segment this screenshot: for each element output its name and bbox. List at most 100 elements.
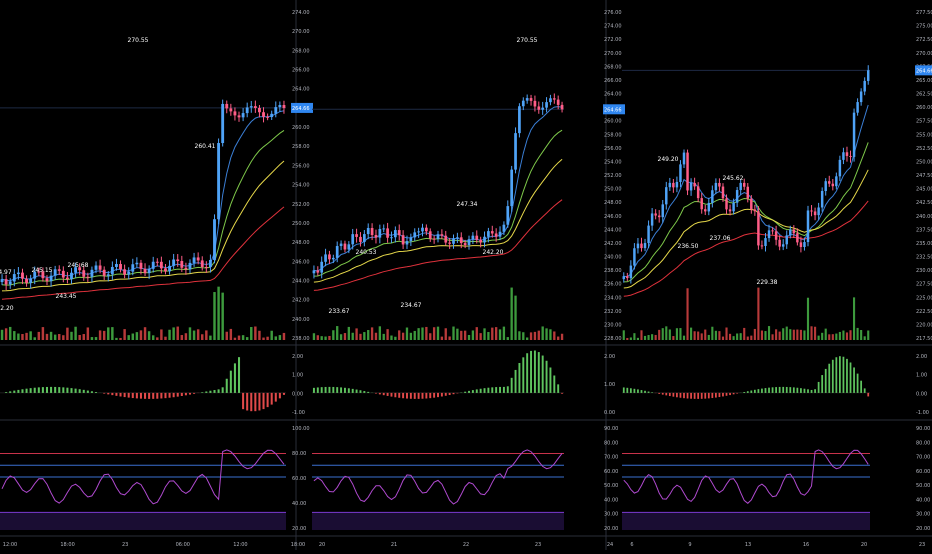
volume-bar [184, 333, 188, 340]
volume-bar [241, 335, 245, 340]
candle-body [237, 115, 241, 118]
volume-bar [370, 327, 374, 340]
candle-body [475, 235, 479, 240]
candle-body [739, 182, 742, 191]
candle-body [714, 182, 718, 191]
candle-body [792, 229, 796, 234]
candle-body [750, 198, 753, 210]
candle-body [106, 274, 110, 276]
volume-bar [714, 330, 717, 340]
price-axis-label: 264.00 [604, 92, 622, 98]
candle-body [159, 261, 163, 269]
rsi-axis-label: 30.00 [916, 512, 930, 518]
price-axis-label: 254.00 [604, 159, 622, 165]
chart-panel-middle[interactable]: 270.55 247.34 240.53 242.20 233.67 234.67 276.… [312, 10, 625, 548]
candle-body [127, 271, 131, 275]
volume-bar [549, 329, 552, 340]
price-axis-label: 240.00 [604, 255, 622, 261]
volume-bar [363, 332, 366, 340]
time-axis-label: 16 [803, 542, 809, 548]
volume-bar [250, 327, 253, 340]
candle-body [518, 106, 521, 134]
candle-body [725, 198, 728, 210]
price-axis-label: 272.50 [916, 37, 932, 43]
candle-body [718, 182, 721, 187]
time-axis-label: 20 [861, 542, 867, 548]
volume-bar [522, 332, 525, 340]
volume-bar [487, 331, 490, 340]
volume-bar [856, 327, 859, 340]
candle-body [774, 231, 778, 240]
volume-bar [86, 327, 90, 340]
chart-panel-left[interactable]: 270.55 260.41 245.15 245.68 243.45 4.97 42.20 2… [0, 10, 313, 548]
volume-bar [328, 335, 331, 340]
volume-bar [176, 326, 179, 340]
candle-body [397, 230, 401, 236]
candle-body [57, 269, 61, 271]
price-axis-label: 246.00 [292, 259, 310, 265]
price-axis-label: 252.00 [292, 202, 310, 208]
volume-bar [343, 333, 347, 340]
rsi-line [623, 449, 869, 504]
candle-body [249, 106, 253, 108]
volume-bar [541, 326, 544, 340]
volume-bar [316, 335, 319, 340]
price-axis-label: 227.50 [916, 282, 932, 288]
volume-bar [98, 330, 102, 340]
price-axis-label: 268.00 [292, 48, 310, 54]
volume-bar [115, 337, 118, 340]
volume-bar [622, 330, 625, 340]
candle-body [711, 190, 714, 203]
volume-bar [704, 329, 707, 340]
candle-body [164, 268, 167, 272]
volume-bar [732, 336, 735, 340]
candle-body [362, 234, 366, 242]
price-annotation: 233.67 [329, 308, 350, 315]
candle-body [842, 152, 845, 160]
volume-bar [188, 327, 192, 340]
candle-body [859, 91, 863, 103]
candle-body [0, 279, 4, 283]
last-price-label: 264.66 [916, 68, 932, 74]
candle-body [335, 246, 339, 258]
time-axis-label: 18:00 [291, 542, 305, 548]
volume-bar [21, 334, 24, 340]
volume-bar [432, 327, 436, 340]
candle-body [82, 270, 86, 277]
rsi-axis-label: 80.00 [604, 440, 618, 446]
candle-body [409, 237, 413, 242]
candle-body [753, 209, 757, 212]
ema_mid-line [623, 142, 869, 283]
volume-bar [386, 329, 389, 340]
volume-bar [626, 337, 629, 340]
price-axis-label: 252.00 [604, 173, 622, 179]
volume-bar [221, 292, 224, 340]
time-axis-label: 9 [688, 542, 691, 548]
price-axis-label: 228.00 [604, 336, 622, 342]
candle-body [351, 234, 355, 245]
candle-body [459, 237, 463, 244]
volume-bar [707, 334, 710, 340]
volume-bar [483, 328, 486, 340]
volume-bar [192, 330, 196, 340]
volume-bar [782, 328, 785, 340]
price-axis-label: 264.00 [292, 87, 310, 93]
volume-bar [452, 326, 455, 340]
volume-bar [17, 333, 20, 340]
price-axis-label: 248.00 [292, 240, 310, 246]
candle-body [650, 213, 654, 226]
macd-axis-label: 0.00 [292, 391, 303, 397]
volume-bar [66, 327, 69, 340]
price-annotation: 245.68 [68, 262, 89, 269]
rsi-axis-label: 70.00 [916, 455, 930, 461]
time-axis-label: 23 [919, 542, 925, 548]
price-axis-label: 235.00 [916, 241, 932, 247]
candle-body [110, 266, 114, 275]
chart-panel-right[interactable]: 249.20 245.62 236.50 237.06 229.38 277.50 275.… [622, 10, 932, 548]
time-axis-label: 22 [463, 542, 469, 548]
volume-bar [661, 328, 664, 340]
volume-bar [131, 333, 135, 340]
rsi-axis-label: 80.00 [916, 440, 930, 446]
time-axis-label: 21 [391, 542, 397, 548]
